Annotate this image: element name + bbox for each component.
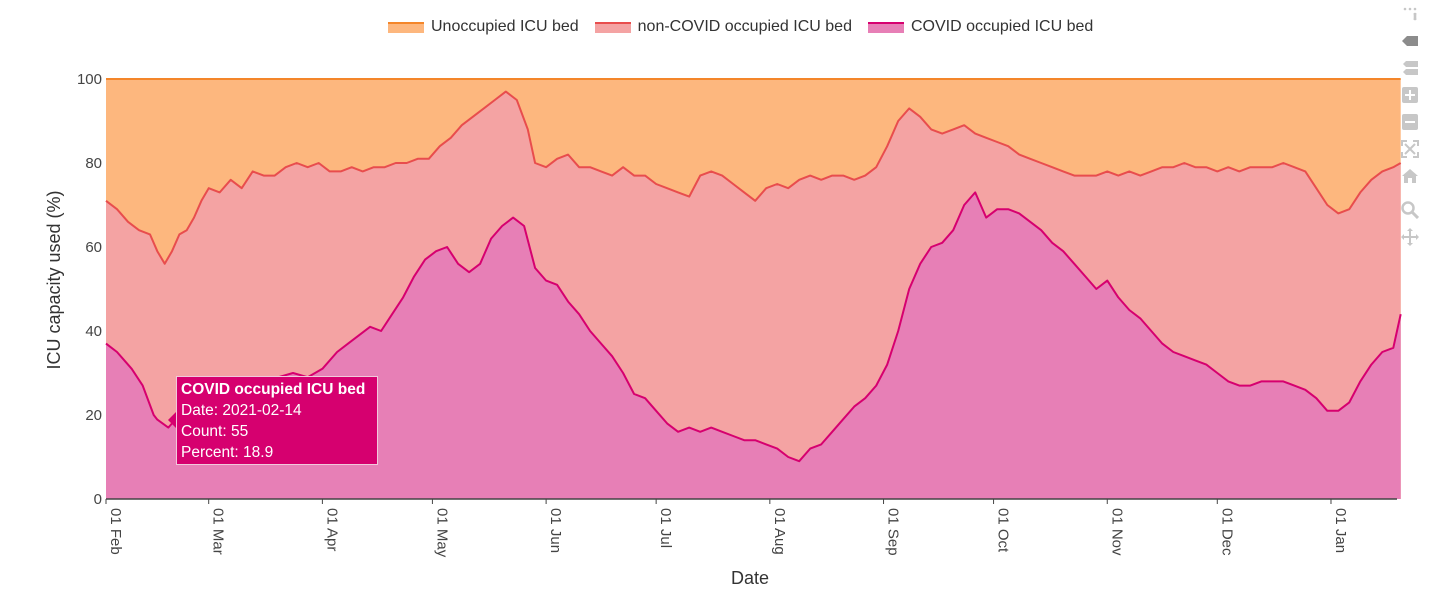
y-tick-label: 0 [94,491,102,508]
zoom-out-icon[interactable] [1398,110,1422,134]
y-tick-label: 100 [77,71,102,88]
plotly-logo-icon[interactable] [1398,2,1422,26]
legend-label-non-covid: non-COVID occupied ICU bed [637,18,852,35]
x-tick-label: 01 Nov [1108,508,1125,556]
autoscale-icon[interactable] [1398,137,1422,161]
y-tick-label: 40 [85,323,102,340]
y-tick-label: 20 [85,407,102,424]
tooltip-date: Date: 2021-02-14 [181,402,302,419]
x-tick-label: 01 Jul [657,508,674,548]
line-covid-occupied-icu-bed [105,191,1402,463]
x-tick-label: 01 Dec [1218,508,1235,556]
x-axis-title: Date [731,568,769,588]
y-tick-label: 80 [85,155,102,172]
modebar [1398,2,1424,252]
x-tick-label: 01 Jan [1332,508,1349,553]
legend-item-covid[interactable]: COVID occupied ICU bed [867,18,1094,36]
area-covid-occupied-icu-bed [106,192,1401,499]
hover-closest-icon[interactable] [1398,29,1422,53]
zoom-in-icon[interactable] [1398,83,1422,107]
hover-compare-icon[interactable] [1398,56,1422,80]
x-tick-label: 01 Oct [995,508,1012,553]
y-axis-title: ICU capacity used (%) [44,190,64,369]
legend-label-unoccupied: Unoccupied ICU bed [431,18,579,35]
legend-item-unoccupied[interactable]: Unoccupied ICU bed [388,18,579,36]
legend-swatch-covid [867,21,904,33]
legend-item-non-covid[interactable]: non-COVID occupied ICU bed [594,18,852,36]
tooltip-count: Count: 55 [181,423,249,440]
x-tick-label: 01 Aug [771,508,788,555]
legend: Unoccupied ICU bed non-COVID occupied IC… [388,18,1093,36]
hover-tooltip: COVID occupied ICU bed Date: 2021-02-14 … [176,376,378,465]
pan-icon[interactable] [1398,225,1422,249]
tooltip-pointer [168,411,177,429]
y-tick-label: 60 [85,239,102,256]
line-non-covid-occupied-icu-bed [105,90,1402,265]
stacked-areas [105,78,1402,499]
x-tick-label: 01 Mar [210,508,227,555]
x-tick-label: 01 Sep [885,508,902,556]
x-tick-label: 01 Apr [323,508,340,551]
x-tick-label: 01 Feb [107,508,124,555]
legend-label-covid: COVID occupied ICU bed [910,18,1094,35]
legend-swatch-non-covid [594,21,631,33]
x-tick-label: 01 Jun [547,508,564,553]
x-tick-label: 01 May [433,508,450,558]
tooltip-title: COVID occupied ICU bed [181,381,366,398]
tooltip-percent: Percent: 18.9 [181,444,274,461]
reset-axes-icon[interactable] [1398,164,1422,188]
legend-swatch-unoccupied [388,21,424,33]
axes: 0 20 40 60 80 100 01 Feb 01 Mar 01 Apr 01 May 01 J… [77,71,1397,558]
zoom-icon[interactable] [1398,198,1422,222]
